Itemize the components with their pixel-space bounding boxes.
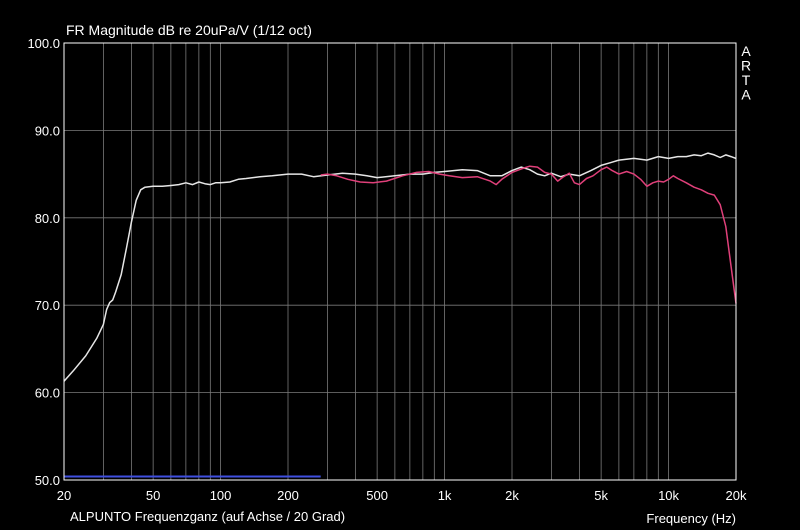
y-tick-label: 100.0: [27, 36, 60, 51]
series-layer: [63, 152, 737, 478]
chart-title: FR Magnitude dB re 20uPa/V (1/12 oct): [66, 22, 312, 38]
y-tick-label: 70.0: [35, 298, 60, 313]
x-tick-label: 20: [57, 488, 71, 503]
x-tick-label: 500: [366, 488, 388, 503]
series-line-2: [320, 165, 737, 304]
plot-frame: [63, 42, 737, 481]
tick-labels: 20 50 100 200 500 1k 2k 5k 10k 20k 50.0 60.0 70.0 80.…: [27, 36, 747, 503]
chart-caption: ALPUNTO Frequenzganz (auf Achse / 20 Gra…: [70, 509, 345, 524]
x-axis-label: Frequency (Hz): [646, 511, 736, 526]
brand-letter: T: [742, 72, 751, 88]
x-tick-label: 20k: [726, 488, 747, 503]
x-tick-label: 200: [277, 488, 299, 503]
y-tick-label: 80.0: [35, 211, 60, 226]
brand-letter: A: [741, 87, 751, 103]
x-tick-label: 50: [146, 488, 160, 503]
x-tick-label: 1k: [438, 488, 452, 503]
y-tick-label: 90.0: [35, 123, 60, 138]
y-tick-label: 50.0: [35, 473, 60, 488]
y-tick-label: 60.0: [35, 386, 60, 401]
grid: [64, 43, 736, 480]
x-tick-label: 2k: [505, 488, 519, 503]
x-tick-label: 5k: [594, 488, 608, 503]
brand-letter: A: [741, 43, 751, 59]
brand-letter: R: [741, 58, 751, 74]
x-tick-label: 100: [210, 488, 232, 503]
x-tick-label: 10k: [658, 488, 679, 503]
series-line-1: [63, 152, 737, 382]
